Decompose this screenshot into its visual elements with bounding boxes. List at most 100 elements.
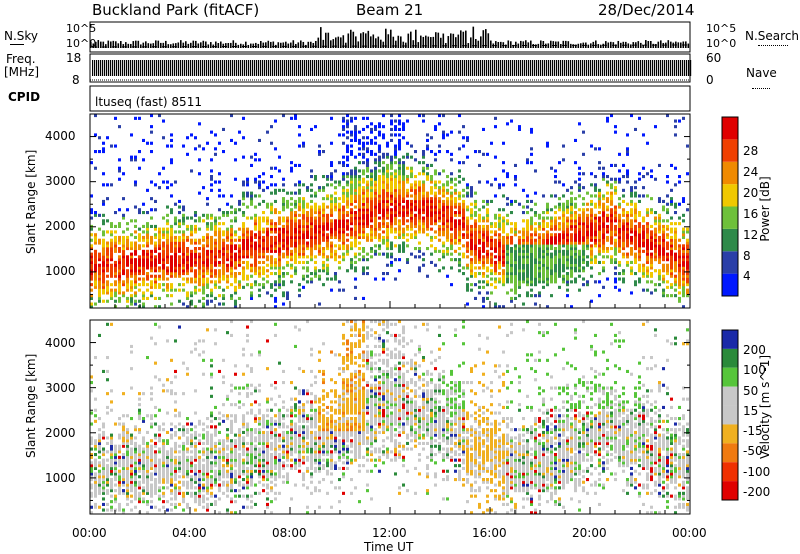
power-cell (358, 202, 361, 206)
power-cell (338, 161, 341, 165)
power-cell (542, 216, 545, 220)
power-cell (374, 186, 377, 190)
freq-bar (582, 60, 584, 76)
power-cell (462, 252, 465, 256)
power-cell (374, 222, 377, 226)
power-cell (510, 119, 513, 123)
power-cell (262, 241, 265, 245)
power-cell (470, 211, 473, 215)
nsky-bar (275, 44, 277, 48)
power-cell (526, 277, 529, 281)
power-cell (322, 247, 325, 251)
nsky-bar (115, 41, 117, 48)
power-cell (570, 219, 573, 223)
power-cell (474, 272, 477, 276)
power-cell (170, 263, 173, 267)
freq-bar (690, 60, 692, 76)
power-cell (626, 202, 629, 206)
power-cell (566, 224, 569, 228)
power-cell (578, 216, 581, 220)
power-cell (318, 144, 321, 148)
power-cell (102, 230, 105, 234)
power-cell (670, 285, 673, 289)
freq-bar (616, 60, 618, 76)
velocity-cell (122, 458, 125, 462)
power-cell (338, 247, 341, 251)
freq-bar (608, 60, 610, 76)
power-cell (526, 222, 529, 226)
power-cell (606, 197, 609, 201)
power-cell (154, 280, 157, 284)
power-cell (602, 172, 605, 176)
freq-bar (156, 60, 158, 76)
power-cell (514, 227, 517, 231)
freq-bar (330, 60, 332, 76)
nsky-bar (272, 41, 275, 48)
power-cell (418, 266, 421, 270)
power-cell (142, 263, 145, 267)
velocity-cell (106, 369, 109, 373)
power-cell (418, 230, 421, 234)
power-cell (566, 258, 569, 262)
sky-tick-bottom: 10^0 (66, 37, 97, 50)
power-cell (274, 188, 277, 192)
power-cell (358, 247, 361, 251)
power-cell (346, 205, 349, 209)
power-cell (298, 224, 301, 228)
freq-bar (624, 60, 626, 76)
power-cell (262, 219, 265, 223)
power-cell (474, 260, 477, 264)
power-cell (366, 258, 369, 262)
power-cell (122, 172, 125, 176)
power-cell (490, 283, 493, 287)
power-cell (262, 199, 265, 203)
power-cell (486, 280, 489, 284)
power-cell (474, 230, 477, 234)
power-cell (178, 244, 181, 248)
power-cell (298, 227, 301, 231)
power-cell (90, 266, 93, 270)
power-cell (422, 161, 425, 165)
power-cell (462, 255, 465, 259)
power-cell (634, 208, 637, 212)
velocity-cell (114, 478, 117, 482)
power-cell (126, 272, 129, 276)
nsky-bar (422, 36, 425, 48)
power-cell (522, 219, 525, 223)
power-cell (202, 272, 205, 276)
power-cell (230, 247, 233, 251)
freq-tick-top: 18 (66, 51, 82, 65)
power-cell (186, 272, 189, 276)
power-cell (326, 269, 329, 273)
power-cell (274, 166, 277, 170)
power-cell (398, 166, 401, 170)
power-cell (122, 230, 125, 234)
power-cell (622, 252, 625, 256)
power-cell (242, 233, 245, 237)
power-cell (566, 199, 569, 203)
power-cell (622, 194, 625, 198)
power-cell (542, 227, 545, 231)
nsky-bar (515, 41, 517, 48)
freq-bar (542, 60, 544, 76)
power-cell (306, 280, 309, 284)
power-cell (498, 186, 501, 190)
nsky-bar (630, 44, 632, 48)
power-cell (258, 186, 261, 190)
power-cell (158, 241, 161, 245)
power-cell (90, 161, 93, 165)
nsky-bar (557, 41, 560, 48)
power-cell (498, 263, 501, 267)
freq-bar (680, 60, 682, 76)
nave-label: Nave (746, 66, 777, 80)
power-cell (114, 263, 117, 267)
power-cell (386, 208, 389, 212)
power-cell (98, 241, 101, 245)
power-cell (298, 288, 301, 292)
power-cell (298, 241, 301, 245)
power-cell (122, 197, 125, 201)
freq-bar (168, 60, 170, 76)
power-cell (306, 216, 309, 220)
power-cell (398, 119, 401, 123)
power-cell (362, 205, 365, 209)
